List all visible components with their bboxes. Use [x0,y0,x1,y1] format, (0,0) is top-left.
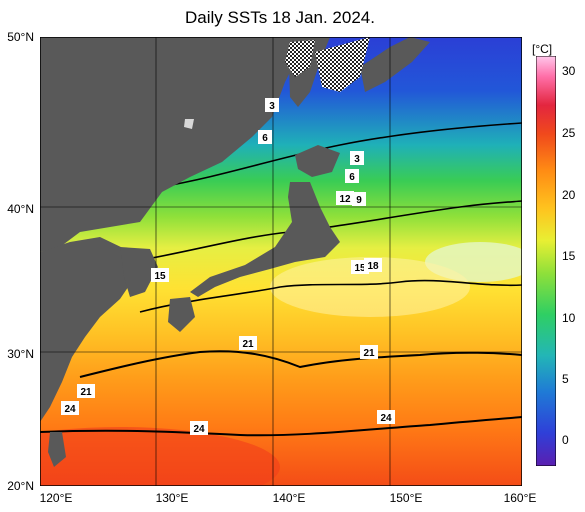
lat-label-30: 30°N [7,347,34,361]
contour-label: 21 [80,387,92,398]
isotherm-6 [159,122,522,188]
contour-label: 9 [356,195,362,206]
colorbar-tick-15: 15 [562,249,576,263]
china-coast [40,237,135,422]
sea-ice-okhotsk-1 [285,40,315,77]
lon-label-150: 150°E [389,491,423,505]
honshu [190,182,340,297]
sst-map: 3 6 3 6 12 9 15 18 15 21 21 21 24 24 24 [40,37,522,486]
isotherm-21 [79,350,522,378]
colorbar-tick-20: 20 [562,188,576,202]
korea [120,247,158,297]
colorbar-tick-25: 25 [562,126,576,140]
contour-label: 12 [339,194,351,205]
contour-label: 15 [354,263,366,274]
colorbar-tick-10: 10 [562,311,576,325]
colorbar-tick-30: 30 [562,64,576,78]
contour-label: 6 [349,172,355,183]
lon-label-140: 140°E [272,491,306,505]
lat-label-20: 20°N [7,479,34,493]
colorbar-tick-0: 0 [562,433,569,447]
warm-band [270,257,470,317]
kyushu [168,297,195,332]
contour-label: 3 [354,154,360,165]
lon-label-160: 160°E [503,491,537,505]
contour-label: 18 [367,261,379,272]
isotherm-18 [139,279,522,313]
warm-south [40,427,280,486]
contour-label: 24 [64,404,76,415]
asia-mainland [40,37,298,252]
contour-label: 15 [154,271,166,282]
contour-label: 21 [242,339,254,350]
map-title: Daily SSTs 18 Jan. 2024. [185,8,375,27]
hokkaido [295,145,340,177]
kamchatka-coast [360,37,430,92]
contour-label: 24 [380,413,392,424]
lon-label-130: 130°E [155,491,189,505]
isotherm-12 [129,200,522,263]
colorbar-unit: [°C] [532,42,553,56]
contour-label: 6 [262,133,268,144]
lon-label-120: 120°E [39,491,73,505]
colorbar [536,56,556,466]
lake [184,119,194,129]
lat-label-50: 50°N [7,30,34,44]
contour-label: 3 [269,101,275,112]
lat-label-40: 40°N [7,202,34,216]
contour-labels: 3 6 3 6 12 9 15 18 15 21 21 21 24 24 24 [61,98,395,435]
colorbar-tick-5: 5 [562,372,569,386]
colorbar-ramp [536,56,556,466]
contour-label: 21 [363,348,375,359]
sea-ice-okhotsk-2 [315,37,370,92]
taiwan [48,432,66,467]
isotherm-24 [40,416,522,437]
contour-label: 24 [193,424,205,435]
